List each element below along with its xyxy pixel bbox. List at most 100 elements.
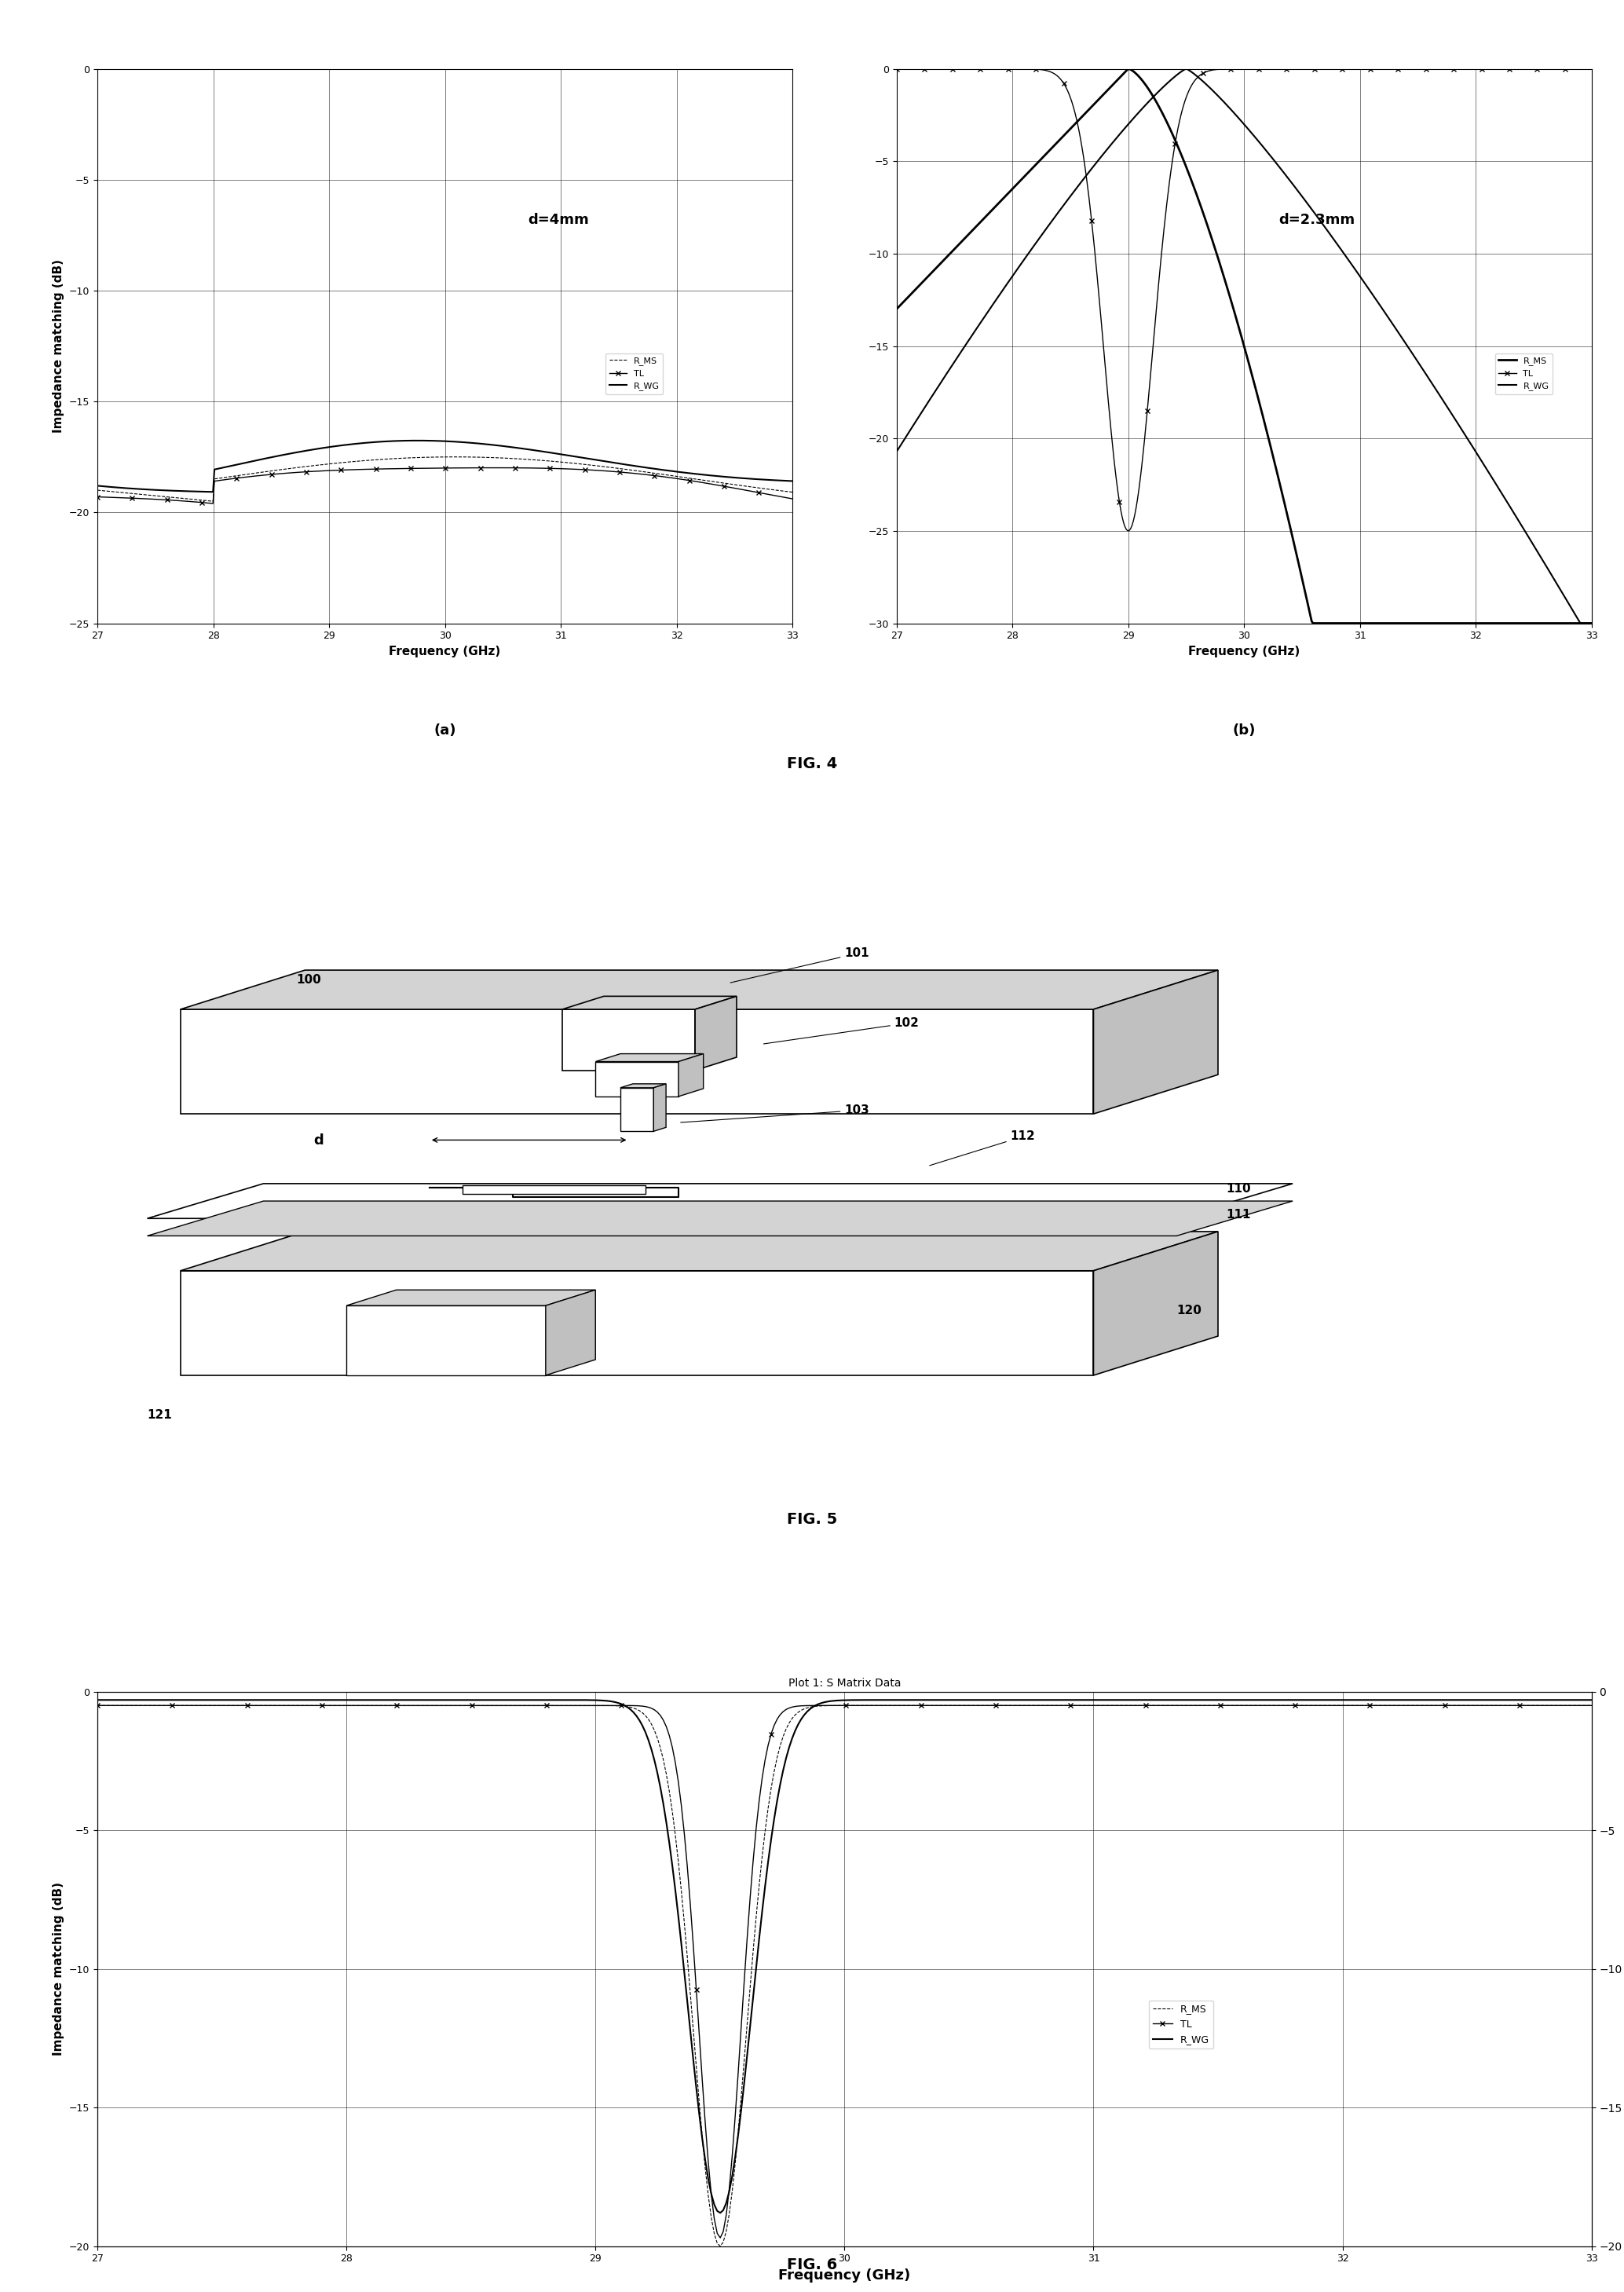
Text: 100: 100: [297, 974, 322, 986]
R_MS: [659, 461, 679, 488]
Polygon shape: [620, 1089, 653, 1132]
Text: d: d: [313, 1132, 323, 1148]
R_WG: [801, 1696, 820, 1724]
R_WG: [408, 426, 427, 454]
R_WG: [710, 2198, 729, 2226]
R_WG: [203, 479, 222, 507]
R_MS: [1223, 291, 1242, 319]
X-axis label: Frequency (GHz): Frequency (GHz): [778, 2269, 911, 2283]
R_WG: [1458, 424, 1478, 452]
R_WG: [900, 1687, 919, 1714]
TL: [659, 463, 679, 490]
R_MS: [801, 1694, 820, 1721]
R_MS: [979, 1691, 999, 1719]
Polygon shape: [562, 997, 737, 1008]
R_WG: [887, 438, 906, 465]
Line: TL: TL: [96, 1703, 1593, 2239]
X-axis label: Frequency (GHz): Frequency (GHz): [1189, 646, 1299, 658]
Text: 111: 111: [1226, 1210, 1250, 1222]
Text: 121: 121: [148, 1410, 172, 1421]
Text: d=4mm: d=4mm: [528, 213, 590, 227]
TL: [1567, 55, 1587, 83]
R_MS: [1302, 607, 1322, 635]
Y-axis label: Impedance matching (dB): Impedance matching (dB): [54, 1882, 65, 2056]
Text: 112: 112: [929, 1130, 1036, 1167]
TL: [809, 1691, 828, 1719]
Polygon shape: [679, 1054, 703, 1096]
R_MS: [1460, 610, 1479, 637]
TL: [1315, 1691, 1335, 1719]
Line: R_MS: R_MS: [896, 69, 1592, 623]
R_MS: [710, 2232, 729, 2260]
TL: [900, 1691, 919, 1719]
R_MS: [1582, 610, 1601, 637]
R_MS: [466, 442, 486, 470]
R_WG: [503, 433, 523, 461]
R_MS: [88, 1691, 107, 1719]
R_MS: [809, 1691, 828, 1719]
Legend: R_MS, TL, R_WG: R_MS, TL, R_WG: [606, 353, 663, 394]
R_WG: [659, 456, 679, 484]
Text: 101: 101: [731, 947, 869, 983]
R_MS: [1218, 277, 1237, 305]
R_MS: [1119, 55, 1138, 83]
R_MS: [1315, 1691, 1335, 1719]
Polygon shape: [695, 997, 737, 1070]
R_WG: [1176, 55, 1195, 83]
Line: R_WG: R_WG: [97, 1701, 1592, 2212]
Line: R_MS: R_MS: [97, 456, 793, 502]
R_WG: [1302, 195, 1322, 222]
TL: [1218, 55, 1237, 83]
Line: R_WG: R_WG: [97, 440, 793, 493]
R_MS: [203, 488, 222, 516]
Polygon shape: [180, 1008, 1093, 1114]
Polygon shape: [1093, 1231, 1218, 1375]
TL: [768, 484, 788, 511]
Text: 110: 110: [1226, 1183, 1250, 1194]
R_MS: [1263, 447, 1283, 474]
R_MS: [1582, 1691, 1601, 1719]
Polygon shape: [180, 1270, 1093, 1375]
Polygon shape: [596, 1054, 703, 1061]
R_MS: [1567, 610, 1587, 637]
R_MS: [419, 442, 438, 470]
R_MS: [768, 477, 788, 504]
R_WG: [1567, 603, 1587, 630]
R_MS: [88, 477, 107, 504]
Polygon shape: [546, 1290, 596, 1375]
Legend: R_MS, TL, R_WG: R_MS, TL, R_WG: [1148, 2001, 1213, 2049]
Line: TL: TL: [96, 465, 794, 507]
R_MS: [1549, 1691, 1569, 1719]
TL: [503, 454, 523, 481]
Line: R_MS: R_MS: [97, 1705, 1592, 2246]
TL: [1582, 55, 1601, 83]
R_MS: [900, 1691, 919, 1719]
Text: 120: 120: [1176, 1304, 1202, 1316]
R_WG: [979, 1687, 999, 1714]
R_WG: [421, 426, 440, 454]
R_WG: [88, 472, 107, 500]
R_WG: [768, 468, 788, 495]
R_WG: [466, 429, 486, 456]
Text: (a): (a): [434, 724, 456, 738]
R_WG: [783, 468, 802, 495]
Polygon shape: [653, 1084, 666, 1132]
R_WG: [809, 1689, 828, 1717]
TL: [979, 1691, 999, 1719]
R_MS: [424, 442, 443, 470]
Text: 103: 103: [680, 1105, 869, 1123]
Polygon shape: [1093, 970, 1218, 1114]
TL: [1117, 518, 1137, 545]
TL: [1549, 1691, 1569, 1719]
R_WG: [1315, 1687, 1335, 1714]
Polygon shape: [463, 1185, 645, 1194]
TL: [887, 55, 906, 83]
TL: [464, 454, 484, 481]
R_WG: [1582, 610, 1601, 637]
Text: FIG. 5: FIG. 5: [786, 1513, 838, 1526]
Polygon shape: [346, 1306, 546, 1375]
R_MS: [1302, 610, 1322, 637]
Polygon shape: [180, 970, 1218, 1008]
R_WG: [425, 426, 445, 454]
Polygon shape: [620, 1084, 666, 1089]
